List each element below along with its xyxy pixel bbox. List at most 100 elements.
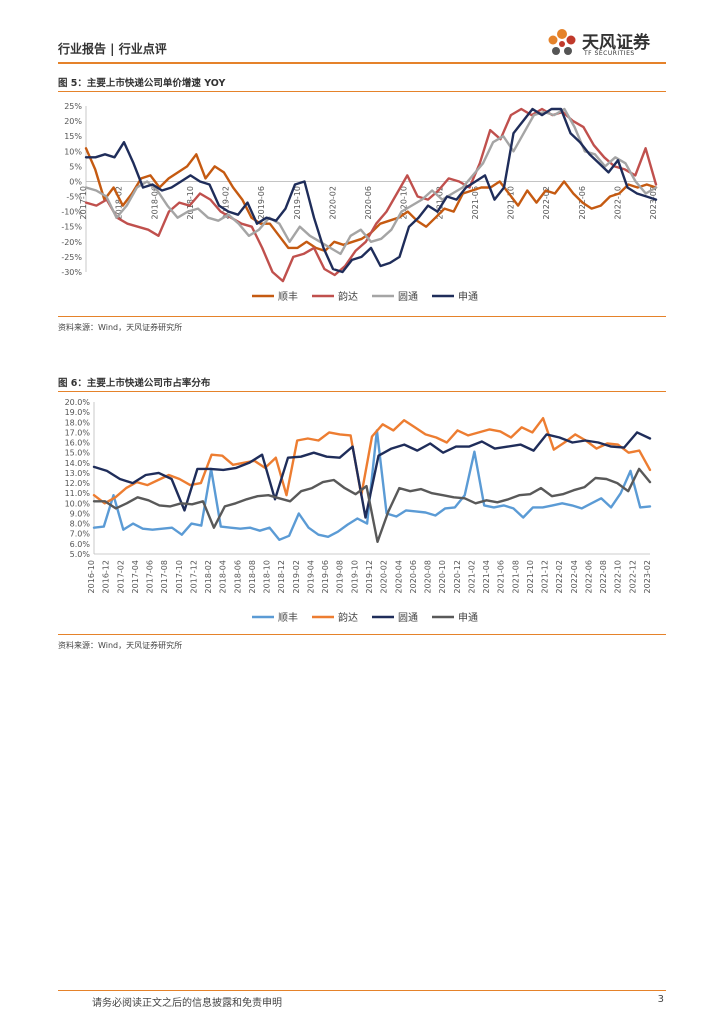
figure-5-source: 资料来源：Wind，天风证券研究所 <box>58 323 183 332</box>
legend-label-2: 圆通 <box>398 612 418 624</box>
x-tick-label: 2017-04 <box>131 560 140 593</box>
x-tick-label: 2020-08 <box>424 560 433 593</box>
x-tick-label: 2022-12 <box>628 560 637 593</box>
y-tick-label: 11.0% <box>65 489 91 498</box>
y-tick-label: 15% <box>64 132 82 141</box>
y-tick-label: 8.0% <box>70 520 91 529</box>
logo-name: 天风证券 <box>582 33 650 53</box>
figure-6-source: 资料来源：Wind，天风证券研究所 <box>58 641 183 650</box>
x-tick-label: 2018-10 <box>263 560 272 593</box>
y-tick-label: -5% <box>66 193 82 202</box>
x-tick-label: 2016-10 <box>87 560 96 593</box>
x-tick-label: 2021-06 <box>497 560 506 593</box>
legend-label-3: 申通 <box>458 611 478 624</box>
x-tick-label: 2020-10 <box>400 186 409 219</box>
y-tick-label: 10% <box>64 147 82 156</box>
y-tick-label: 0% <box>69 177 82 186</box>
x-tick-label: 2017-12 <box>189 560 198 593</box>
x-tick-label: 2019-06 <box>257 186 266 219</box>
x-tick-label: 2018-10 <box>186 186 195 219</box>
y-tick-label: 16.0% <box>65 439 91 448</box>
y-tick-label: 10.0% <box>65 499 91 508</box>
x-tick-label: 2018-08 <box>248 560 257 593</box>
x-tick-label: 2018-02 <box>204 560 213 593</box>
y-tick-label: 18.0% <box>65 418 91 427</box>
figure-6-top-rule <box>58 391 666 392</box>
x-tick-label: 2021-10 <box>526 560 535 593</box>
y-tick-label: 14.0% <box>65 459 91 468</box>
figure-6-bottom-rule <box>58 634 666 635</box>
x-tick-label: 2020-06 <box>364 186 373 219</box>
y-tick-label: -20% <box>61 238 82 247</box>
x-tick-label: 2022-04 <box>570 560 579 593</box>
x-tick-label: 2019-04 <box>306 560 315 593</box>
x-tick-label: 2022-10 <box>614 560 623 593</box>
x-tick-label: 2017-10 <box>175 560 184 593</box>
price-yoy-chart: 25% 20% 15% 10% 5% 0% -5% -10% -15% -20% -25% -30% 2… <box>61 102 658 303</box>
x-tick-label: 2021-12 <box>541 560 550 593</box>
x-tick-label: 2019-02 <box>222 186 231 219</box>
y-tick-label: 25% <box>64 102 82 111</box>
series-line-3 <box>92 467 652 544</box>
x-tick-label: 2019-02 <box>292 560 301 593</box>
x-tick-label: 2021-08 <box>511 560 520 593</box>
y-tick-label: -25% <box>61 253 82 262</box>
x-tick-label: 2018-06 <box>150 186 159 219</box>
y-tick-label: 9.0% <box>70 509 91 518</box>
figure-6-title: 图 6：主要上市快递公司市占率分布 <box>58 378 211 389</box>
x-tick-label: 2020-12 <box>453 560 462 593</box>
y-tick-label: -10% <box>61 208 82 217</box>
x-tick-label: 2017-08 <box>160 560 169 593</box>
legend-label-0: 顺丰 <box>278 611 298 624</box>
x-tick-label: 2020-10 <box>438 560 447 593</box>
legend-label-1: 韵达 <box>338 290 358 303</box>
x-tick-label: 2023-02 <box>643 560 652 593</box>
x-tick-label: 2020-02 <box>380 560 389 593</box>
footer-disclaimer: 请务必阅读正文之后的信息披露和免责申明 <box>92 998 282 1009</box>
y-tick-label: 20.0% <box>65 398 91 407</box>
header-divider <box>58 62 666 64</box>
x-tick-label: 2017-02 <box>116 560 125 593</box>
y-tick-label: 13.0% <box>65 469 91 478</box>
y-tick-label: 17.0% <box>65 428 91 437</box>
x-tick-label: 2022-08 <box>599 560 608 593</box>
x-tick-label: 2018-06 <box>233 560 242 593</box>
y-tick-label: 6.0% <box>70 540 91 549</box>
x-tick-label: 2017-10 <box>79 186 88 219</box>
x-tick-label: 2019-06 <box>321 560 330 593</box>
legend-label-3: 申通 <box>458 290 478 303</box>
x-tick-label: 2021-10 <box>507 186 516 219</box>
y-tick-label: 19.0% <box>65 408 91 417</box>
x-tick-label: 2018-04 <box>219 560 228 593</box>
series-line-1 <box>84 107 658 283</box>
series-line-1 <box>92 417 652 505</box>
legend-label-2: 圆通 <box>398 291 418 303</box>
figure-5-title: 图 5：主要上市快递公司单价增速 YOY <box>58 78 226 89</box>
series-line-0 <box>92 429 652 542</box>
figure-5-top-rule <box>58 91 666 92</box>
page-number: 3 <box>657 994 664 1005</box>
series-line-3 <box>84 107 658 274</box>
y-tick-label: 5.0% <box>70 550 91 559</box>
x-tick-label: 2021-02 <box>467 560 476 593</box>
x-tick-label: 2019-10 <box>293 186 302 219</box>
legend-label-1: 韵达 <box>338 611 358 624</box>
x-tick-label: 2020-02 <box>328 186 337 219</box>
x-tick-label: 2020-06 <box>409 560 418 593</box>
x-tick-label: 2020-04 <box>394 560 403 593</box>
x-tick-label: 2021-04 <box>482 560 491 593</box>
x-tick-label: 2019-10 <box>350 560 359 593</box>
logo-subtitle: TF SECURITIES <box>584 50 635 57</box>
footer-divider <box>58 990 666 991</box>
x-tick-label: 2023-02 <box>649 186 658 219</box>
x-tick-label: 2019-08 <box>336 560 345 593</box>
company-logo: 天风证券 TF SECURITIES <box>544 26 664 60</box>
flower-logo-icon <box>548 29 576 55</box>
x-tick-label: 2021-06 <box>471 186 480 219</box>
y-tick-label: 15.0% <box>65 449 91 458</box>
x-tick-label: 2022-02 <box>542 186 551 219</box>
figure-5-bottom-rule <box>58 316 666 317</box>
y-tick-label: 20% <box>64 117 82 126</box>
x-tick-label: 2021-02 <box>435 186 444 219</box>
y-tick-label: -30% <box>61 268 82 277</box>
